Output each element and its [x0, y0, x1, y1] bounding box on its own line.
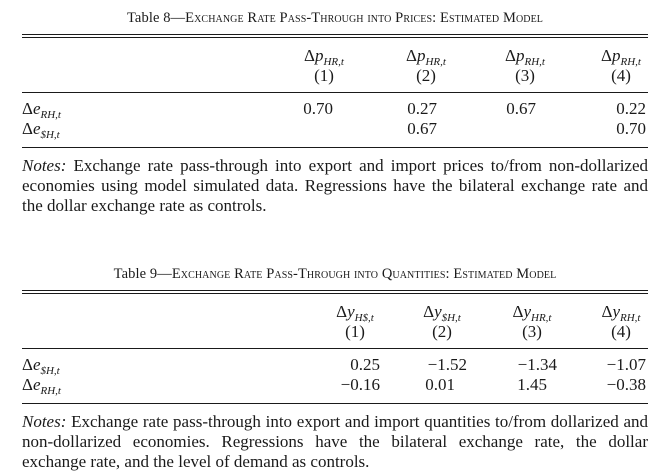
table-9-top-rule — [22, 290, 648, 294]
table-row: Δe$H,t 0.25 −1.52 −1.34 −1.07 — [22, 355, 648, 377]
table-8-row-1-label: ΔeRH,t — [22, 99, 61, 121]
table-9-header-row: ΔyH$,t (1) Δy$H,t (2) ΔyHR,t (3) ΔyRH,t (4) — [22, 302, 648, 342]
table-9-notes: Notes: Exchange rate pass-through into e… — [22, 412, 648, 472]
table-9-header-blank — [22, 302, 292, 342]
table-8-row-2-label: Δe$H,t — [22, 119, 60, 141]
table-row: ΔeRH,t −0.16 0.01 1.45 −0.38 — [22, 375, 648, 397]
table-9-header-rule — [22, 348, 648, 349]
table-8-caption-prefix: Table 8— — [126, 10, 186, 26]
table-9-col-4-header: ΔyRH,t (4) — [559, 302, 648, 342]
table-8-bottom-rule — [22, 147, 648, 148]
table-cell — [182, 119, 351, 139]
table-8-notes-text: Exchange rate pass-through into export a… — [22, 156, 649, 215]
table-9-grid: ΔyH$,t (1) Δy$H,t (2) ΔyHR,t (3) ΔyRH,t (4) — [22, 302, 648, 342]
table-cell: 0.25 — [350, 355, 380, 374]
table-9-col-1-number: (1) — [345, 322, 365, 341]
table-8-notes-label: Notes: — [22, 156, 67, 175]
table-row: ΔeRH,t 0.70 0.27 0.67 0.22 — [22, 99, 648, 121]
table-8-col-3-number: (3) — [515, 66, 535, 85]
table-cell: 0.22 — [616, 99, 646, 118]
table-cell: 0.70 — [616, 119, 646, 138]
table-8-header-rule — [22, 92, 648, 93]
table-8-top-rule — [22, 34, 648, 38]
table-9-col-1-header: ΔyH$,t (1) — [292, 302, 382, 342]
table-8-col-4-number: (4) — [611, 66, 631, 85]
table-8-header-row: ΔpHR,t (1) ΔpHR,t (2) ΔpRH,t (3) ΔpRH,t (4) — [22, 46, 648, 86]
table-8-col-2-header: ΔpHR,t (2) — [351, 46, 453, 86]
table-8-caption: Table 8—Exchange Rate Pass-Through into … — [22, 10, 648, 27]
table-8-col-1-number: (1) — [314, 66, 334, 85]
table-cell: −1.52 — [427, 355, 467, 374]
table-9-notes-label: Notes: — [22, 412, 67, 431]
table-row: Δe$H,t 0.67 0.70 — [22, 119, 648, 141]
table-9-caption-title: Exchange Rate Pass-Through into Quantiti… — [171, 266, 557, 282]
table-8-body: ΔeRH,t 0.70 0.27 0.67 0.22 Δe$H,t 0.67 0… — [22, 99, 648, 141]
table-8-col-1-header: ΔpHR,t (1) — [182, 46, 351, 86]
table-9-notes-text: Exchange rate pass-through into export a… — [22, 412, 648, 471]
table-9: Table 9—Exchange Rate Pass-Through into … — [22, 266, 648, 472]
table-cell: 1.45 — [517, 375, 547, 394]
table-cell: 0.67 — [407, 119, 437, 138]
table-8-col-2-number: (2) — [416, 66, 436, 85]
table-8: Table 8—Exchange Rate Pass-Through into … — [22, 10, 648, 216]
table-8-header-blank — [22, 46, 182, 86]
table-8-grid: ΔpHR,t (1) ΔpHR,t (2) ΔpRH,t (3) ΔpRH,t (4) — [22, 46, 648, 86]
table-9-row-2-label: ΔeRH,t — [22, 375, 61, 397]
table-cell — [453, 119, 552, 139]
table-8-notes: Notes: Exchange rate pass-through into e… — [22, 156, 648, 216]
table-9-col-2-header: Δy$H,t (2) — [382, 302, 469, 342]
table-9-body: Δe$H,t 0.25 −1.52 −1.34 −1.07 ΔeRH,t −0.… — [22, 355, 648, 397]
table-9-row-1-label: Δe$H,t — [22, 355, 60, 377]
table-8-col-4-header: ΔpRH,t (4) — [552, 46, 648, 86]
table-9-col-4-number: (4) — [611, 322, 631, 341]
table-9-caption-prefix: Table 9— — [113, 266, 172, 282]
table-8-caption-title: Exchange Rate Pass-Through into Prices: … — [185, 10, 544, 26]
table-cell: −0.16 — [340, 375, 380, 394]
table-8-col-3-header: ΔpRH,t (3) — [453, 46, 552, 86]
table-cell: 0.27 — [407, 99, 437, 118]
table-9-col-3-header: ΔyHR,t (3) — [469, 302, 559, 342]
table-cell: 0.67 — [506, 99, 536, 118]
table-9-col-3-number: (3) — [522, 322, 542, 341]
table-cell: 0.01 — [425, 375, 455, 394]
table-cell: 0.70 — [303, 99, 333, 118]
table-cell: −1.34 — [517, 355, 557, 374]
table-cell: −0.38 — [606, 375, 646, 394]
table-9-col-2-number: (2) — [432, 322, 452, 341]
table-9-caption: Table 9—Exchange Rate Pass-Through into … — [22, 266, 648, 283]
table-9-bottom-rule — [22, 403, 648, 404]
table-cell: −1.07 — [606, 355, 646, 374]
